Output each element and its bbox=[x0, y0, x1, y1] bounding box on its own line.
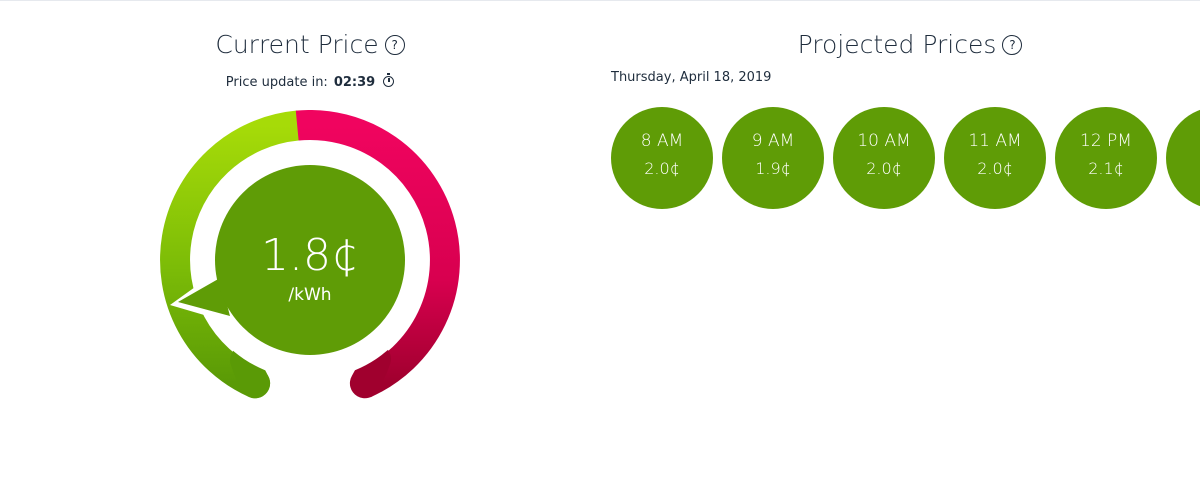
update-label: Price update in: bbox=[225, 75, 328, 90]
hour-label: 8 AM bbox=[640, 131, 684, 151]
hour-bubble-partial[interactable] bbox=[1166, 107, 1200, 209]
hour-label: 12 PM bbox=[1080, 131, 1132, 151]
hourly-price-carousel[interactable]: 8 AM 2.0¢ 9 AM 1.9¢ 10 AM 2.0¢ 11 AM 2.0… bbox=[611, 107, 1200, 211]
gauge-svg bbox=[160, 110, 460, 399]
top-divider bbox=[0, 0, 1200, 1]
hour-label: 11 AM bbox=[968, 131, 1022, 151]
current-price-value: 1.8¢ bbox=[261, 230, 359, 281]
hour-bubble[interactable]: 11 AM 2.0¢ bbox=[944, 107, 1046, 209]
gauge-pointer bbox=[178, 278, 230, 316]
current-price-heading: Current Price? bbox=[200, 30, 420, 59]
hour-label: 9 AM bbox=[751, 131, 795, 151]
stopwatch-icon bbox=[383, 73, 395, 87]
price-gauge bbox=[150, 110, 470, 420]
price-update-countdown: Price update in: 02:39 bbox=[200, 73, 420, 90]
projected-prices-title: Projected Prices bbox=[797, 30, 997, 59]
hour-price: 2.0¢ bbox=[644, 159, 680, 178]
projected-prices-heading: Projected Prices? bbox=[760, 30, 1060, 59]
gauge-arc-green-cap bbox=[230, 345, 271, 399]
update-time: 02:39 bbox=[333, 75, 376, 90]
hour-label: 10 AM bbox=[857, 131, 911, 151]
hour-bubble[interactable]: 10 AM 2.0¢ bbox=[833, 107, 935, 209]
help-icon[interactable]: ? bbox=[1002, 35, 1023, 55]
hour-price: 2.0¢ bbox=[977, 159, 1013, 178]
hour-price: 1.9¢ bbox=[755, 159, 791, 178]
hour-bubble[interactable]: 8 AM 2.0¢ bbox=[611, 107, 713, 209]
hour-price: 2.0¢ bbox=[866, 159, 902, 178]
hour-price: 2.1¢ bbox=[1088, 159, 1124, 178]
gauge-arc-red bbox=[295, 110, 460, 397]
gauge-arc-green bbox=[160, 110, 313, 399]
current-price-title: Current Price bbox=[215, 30, 379, 59]
projected-date: Thursday, April 18, 2019 bbox=[611, 70, 772, 85]
current-price-unit: /kWh bbox=[288, 285, 332, 305]
gauge-center bbox=[215, 165, 405, 355]
help-icon[interactable]: ? bbox=[384, 35, 405, 55]
hour-bubble[interactable]: 9 AM 1.9¢ bbox=[722, 107, 824, 209]
hour-bubble[interactable]: 12 PM 2.1¢ bbox=[1055, 107, 1157, 209]
